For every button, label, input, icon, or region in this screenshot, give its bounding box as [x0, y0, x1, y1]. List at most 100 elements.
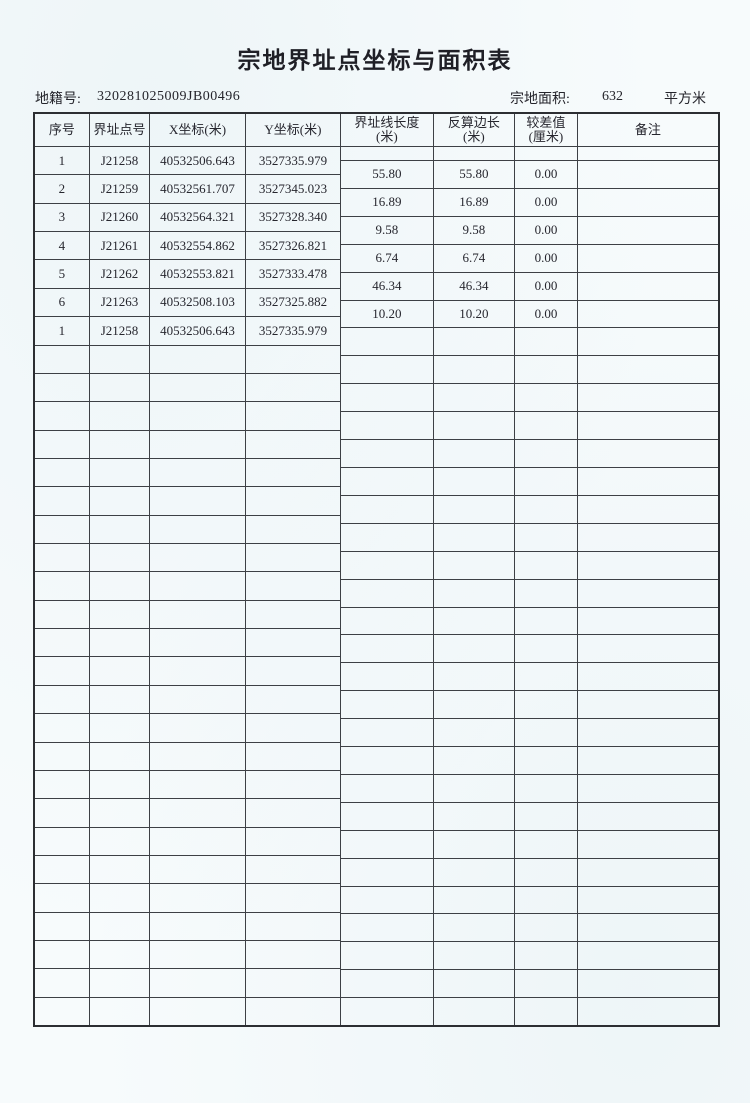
cell-calculated-length: [434, 774, 516, 802]
left-body: 1 J21258 40532506.643 3527335.979 2 J21259 405…: [35, 147, 342, 1026]
segment-row: [341, 607, 718, 636]
cell-seq: [35, 600, 90, 629]
header-y-coordinate: Y坐标(米): [246, 114, 342, 146]
point-row: [35, 941, 342, 970]
cell-remark: [578, 608, 718, 635]
cell-line-length: [341, 774, 434, 802]
cell-calculated-length: [434, 523, 516, 551]
cell-remark: [578, 691, 718, 718]
cell-remark: [578, 803, 718, 830]
cell-difference: 0.00: [515, 300, 578, 328]
cell-calculated-length: [434, 607, 516, 635]
cell-point-no: [90, 827, 151, 855]
cell-point-no: [90, 770, 151, 799]
cell-line-length: 46.34: [341, 272, 434, 300]
segment-row: [341, 328, 718, 357]
cell-point-no: [90, 600, 151, 629]
point-row: [35, 657, 342, 686]
cell-y-coordinate: [246, 827, 342, 855]
cell-line-length: [341, 858, 434, 886]
point-row: [35, 629, 342, 658]
right-body: 55.80 55.80 0.00 16.89 16.89 0.00 9.58 9.58 0.00…: [341, 147, 718, 1026]
cell-calculated-length: [434, 663, 516, 691]
cell-point-no: [90, 685, 151, 714]
cell-remark: [578, 719, 718, 746]
cell-x-coordinate: [150, 544, 246, 572]
cell-seq: [35, 941, 90, 969]
page-title: 宗地界址点坐标与面积表: [237, 48, 513, 73]
cell-y-coordinate: [246, 997, 342, 1026]
cell-point-no: [90, 629, 151, 657]
segment-row: [341, 467, 718, 496]
segment-row: 46.34 46.34 0.00: [341, 272, 718, 301]
segment-row: [341, 830, 718, 859]
header-difference: 较差值 (厘米): [515, 114, 578, 146]
cell-line-length: [341, 551, 434, 579]
cell-x-coordinate: [150, 714, 246, 742]
cell-line-length: [341, 970, 434, 998]
cell-calculated-length: [434, 830, 516, 858]
cell-y-coordinate: 3527333.478: [246, 260, 342, 288]
cell-calculated-length: 46.34: [434, 272, 516, 300]
cell-calculated-length: 16.89: [434, 188, 516, 216]
point-row: [35, 884, 342, 913]
cell-difference: [515, 998, 578, 1026]
cell-x-coordinate: [150, 685, 246, 714]
segment-row: [341, 412, 718, 441]
cell-y-coordinate: [246, 487, 342, 515]
cell-line-length: [341, 467, 434, 495]
cell-seq: [35, 855, 90, 884]
cell-point-no: [90, 402, 151, 430]
cell-calculated-length: [434, 440, 516, 467]
cell-calculated-length: [434, 356, 516, 384]
cell-remark: [578, 356, 718, 383]
cell-y-coordinate: [246, 572, 342, 600]
cell-x-coordinate: [150, 629, 246, 657]
header-x-coordinate: X坐标(米): [150, 114, 246, 146]
cell-calculated-length: [434, 635, 516, 663]
segment-row: [341, 551, 718, 580]
cell-y-coordinate: [246, 373, 342, 402]
point-row: 1 J21258 40532506.643 3527335.979: [35, 317, 342, 346]
cell-seq: [35, 402, 90, 430]
cell-difference: 0.00: [515, 161, 578, 188]
cell-y-coordinate: 3527328.340: [246, 203, 342, 232]
cell-line-length: [341, 802, 434, 830]
cell-calculated-length: [434, 467, 516, 495]
cell-y-coordinate: [246, 458, 342, 487]
cell-remark: [578, 998, 718, 1025]
cell-y-coordinate: 3527335.979: [246, 317, 342, 345]
cell-seq: [35, 458, 90, 487]
cell-calculated-length: [434, 970, 516, 998]
cell-difference: [515, 579, 578, 607]
cell-point-no: [90, 799, 151, 827]
cell-seq: [35, 487, 90, 515]
cell-point-no: [90, 544, 151, 572]
cell-seq: [35, 515, 90, 544]
cell-line-length: [341, 147, 434, 160]
cell-difference: [515, 412, 578, 440]
cell-line-length: [341, 914, 434, 942]
cell-difference: [515, 914, 578, 942]
info-row: 地籍号: 320281025009JB00496 宗地面积: 632 平方米: [35, 88, 722, 107]
cell-y-coordinate: [246, 770, 342, 799]
cell-remark: [578, 663, 718, 690]
point-row: [35, 430, 342, 459]
cell-difference: [515, 886, 578, 914]
cell-point-no: [90, 855, 151, 884]
cell-line-length: [341, 523, 434, 551]
cell-point-no: J21258: [90, 317, 151, 345]
cell-remark: [578, 887, 718, 914]
cell-difference: [515, 607, 578, 635]
cell-seq: [35, 969, 90, 997]
coordinates-table: 序号 界址点号 X坐标(米) Y坐标(米) 界址线长度 (米) 反算边长 (米)…: [33, 112, 720, 1027]
segment-row: [341, 384, 718, 413]
cell-y-coordinate: [246, 969, 342, 997]
cell-point-no: [90, 572, 151, 600]
point-row: [35, 969, 342, 998]
cell-x-coordinate: 40532561.707: [150, 175, 246, 203]
table-body: 1 J21258 40532506.643 3527335.979 2 J21259 405…: [35, 147, 718, 1026]
segment-row: [341, 635, 718, 664]
cell-remark: [578, 635, 718, 662]
